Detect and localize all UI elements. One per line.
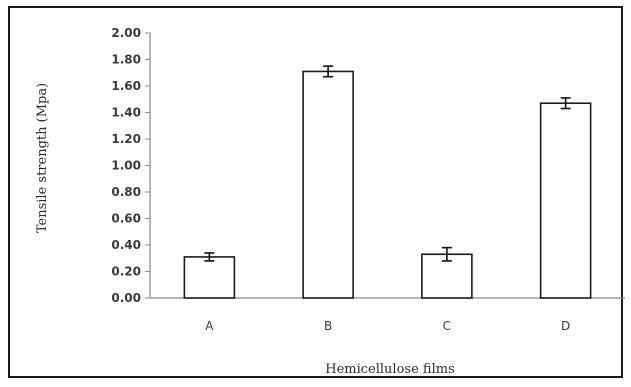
y-tick-label: 1.20: [111, 132, 141, 146]
y-tick-label: 0.60: [111, 212, 141, 226]
y-tick-label: 0.80: [111, 185, 141, 199]
y-tick-label: 0.40: [111, 238, 141, 252]
error-bar-C: [441, 246, 452, 262]
y-axis-title: Tensile strength (Mpa): [35, 83, 50, 233]
bar-A: [183, 256, 236, 299]
y-tick-label: 1.80: [111, 53, 141, 67]
error-bars: [204, 65, 571, 262]
y-tick-label: 0.20: [111, 265, 141, 279]
x-tick-label-C: C: [443, 319, 451, 333]
y-tick-label: 1.40: [111, 106, 141, 120]
x-tick-label-D: D: [561, 319, 570, 333]
bar-series: [183, 70, 592, 299]
x-tick-label-A: A: [205, 319, 214, 333]
bar-D: [539, 102, 592, 299]
y-tick-label: 1.00: [111, 159, 141, 173]
y-tick-label: 0.00: [111, 291, 141, 305]
error-bar-A: [204, 252, 215, 262]
y-tick-label: 1.60: [111, 79, 141, 93]
x-tick-label-B: B: [324, 319, 332, 333]
y-axis: 0.00 0.20 0.40 0.60 0.80 1.00 1.20 1.40 1.60 1.80…: [111, 26, 151, 305]
x-tick-labels: A B C D: [205, 319, 570, 333]
error-bar-B: [323, 65, 334, 78]
y-tick-label: 2.00: [111, 26, 141, 40]
bar-B: [302, 70, 354, 299]
x-axis-title: Hemicellulose films: [325, 362, 455, 377]
error-bar-D: [560, 97, 571, 110]
bar-C: [421, 253, 473, 299]
